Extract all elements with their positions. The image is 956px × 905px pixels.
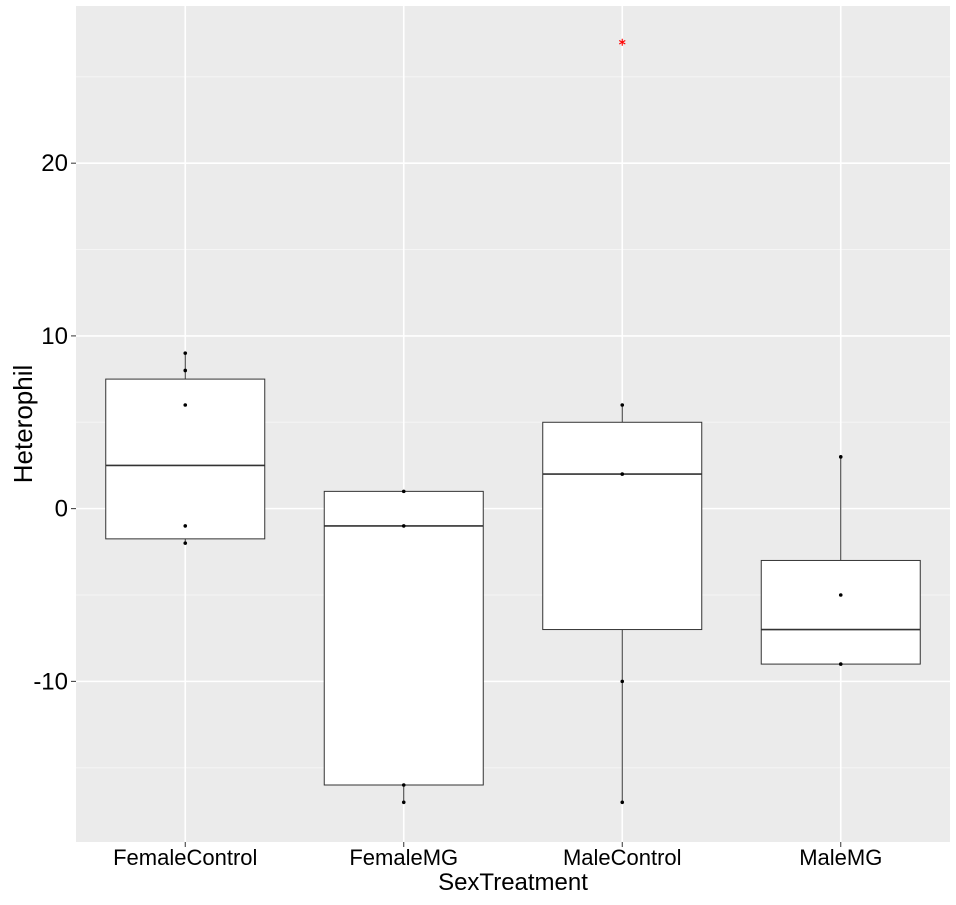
data-point (620, 679, 625, 684)
boxplot-MaleMG (760, 456, 921, 665)
boxplot-FemaleControl (105, 353, 266, 544)
outliers-layer (618, 38, 626, 46)
x-tick-label: MaleControl (563, 845, 682, 870)
data-point (401, 524, 406, 528)
box (105, 378, 266, 540)
x-tick-label: MaleMG (799, 845, 882, 870)
data-point (183, 524, 188, 528)
data-point (620, 800, 625, 805)
data-point (183, 351, 188, 355)
boxplot-layer (105, 353, 921, 803)
data-point (401, 800, 406, 805)
y-axis: -10 0 10 20 (33, 150, 76, 695)
y-tick-label: -10 (33, 668, 68, 695)
box (542, 421, 703, 631)
data-point (183, 368, 188, 373)
data-point (838, 593, 843, 597)
x-tick-label: FemaleControl (113, 845, 257, 870)
x-axis-title: SexTreatment (438, 869, 588, 896)
x-tick-label: FemaleMG (349, 845, 458, 870)
boxplot-FemaleMG (323, 490, 484, 803)
outlier-point (618, 38, 626, 46)
data-point (620, 472, 625, 476)
outlier-stroke (618, 40, 626, 45)
boxplot-MaleControl (542, 405, 703, 803)
y-axis-title: Heterophil (8, 365, 38, 484)
data-point (183, 403, 188, 407)
data-point (838, 662, 843, 666)
data-point (838, 455, 843, 459)
data-point (183, 541, 188, 545)
data-point (620, 403, 625, 407)
box (760, 559, 921, 665)
x-axis: FemaleControl FemaleMG MaleControl MaleMG (113, 842, 882, 870)
y-tick-label: 0 (55, 496, 68, 523)
points-layer (183, 351, 843, 805)
data-point (401, 489, 406, 494)
data-point (401, 783, 406, 787)
y-tick-label: 10 (41, 323, 68, 350)
box (323, 490, 484, 786)
y-tick-label: 20 (41, 150, 68, 177)
